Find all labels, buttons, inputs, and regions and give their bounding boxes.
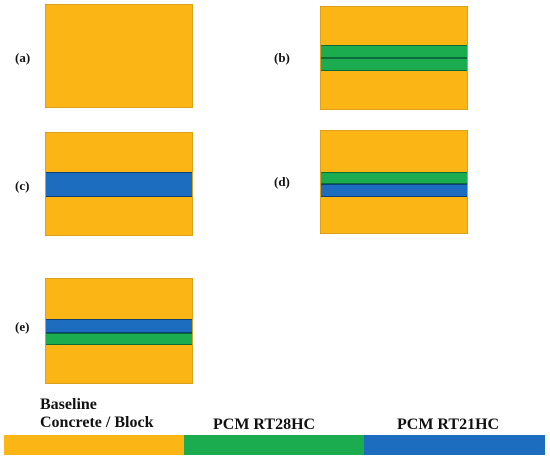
- pcm-layer-rt28hc: [321, 58, 467, 71]
- legend-swatch-concrete: [4, 435, 184, 455]
- legend-label-rt28hc: PCM RT28HC: [213, 416, 316, 433]
- legend-label-baseline-line2: Concrete / Block: [40, 414, 154, 431]
- legend-label-baseline-line1: Baseline: [40, 396, 97, 413]
- wall-block-d: [320, 130, 468, 234]
- pcm-layer-rt28hc: [321, 172, 467, 184]
- legend-label-rt21hc: PCM RT21HC: [397, 416, 500, 433]
- legend-swatch-rt21hc: [364, 435, 545, 455]
- pcm-layer-rt28hc: [46, 333, 192, 345]
- pcm-layer-rt21hc: [46, 319, 192, 333]
- panel-label-d: (d): [274, 174, 290, 189]
- panel-label-e: (e): [15, 319, 30, 334]
- panel-label-b: (b): [274, 50, 290, 65]
- wall-block-e: [45, 278, 193, 384]
- pcm-layer-rt28hc: [321, 45, 467, 58]
- panel-label-a: (a): [15, 50, 31, 65]
- pcm-layer-rt21hc: [46, 172, 192, 197]
- legend-swatch-rt28hc: [184, 435, 364, 455]
- panel-label-c: (c): [15, 178, 30, 193]
- wall-block-a: [45, 4, 193, 108]
- pcm-layer-rt21hc: [321, 184, 467, 197]
- wall-block-c: [45, 132, 193, 236]
- wall-block-b: [320, 6, 468, 110]
